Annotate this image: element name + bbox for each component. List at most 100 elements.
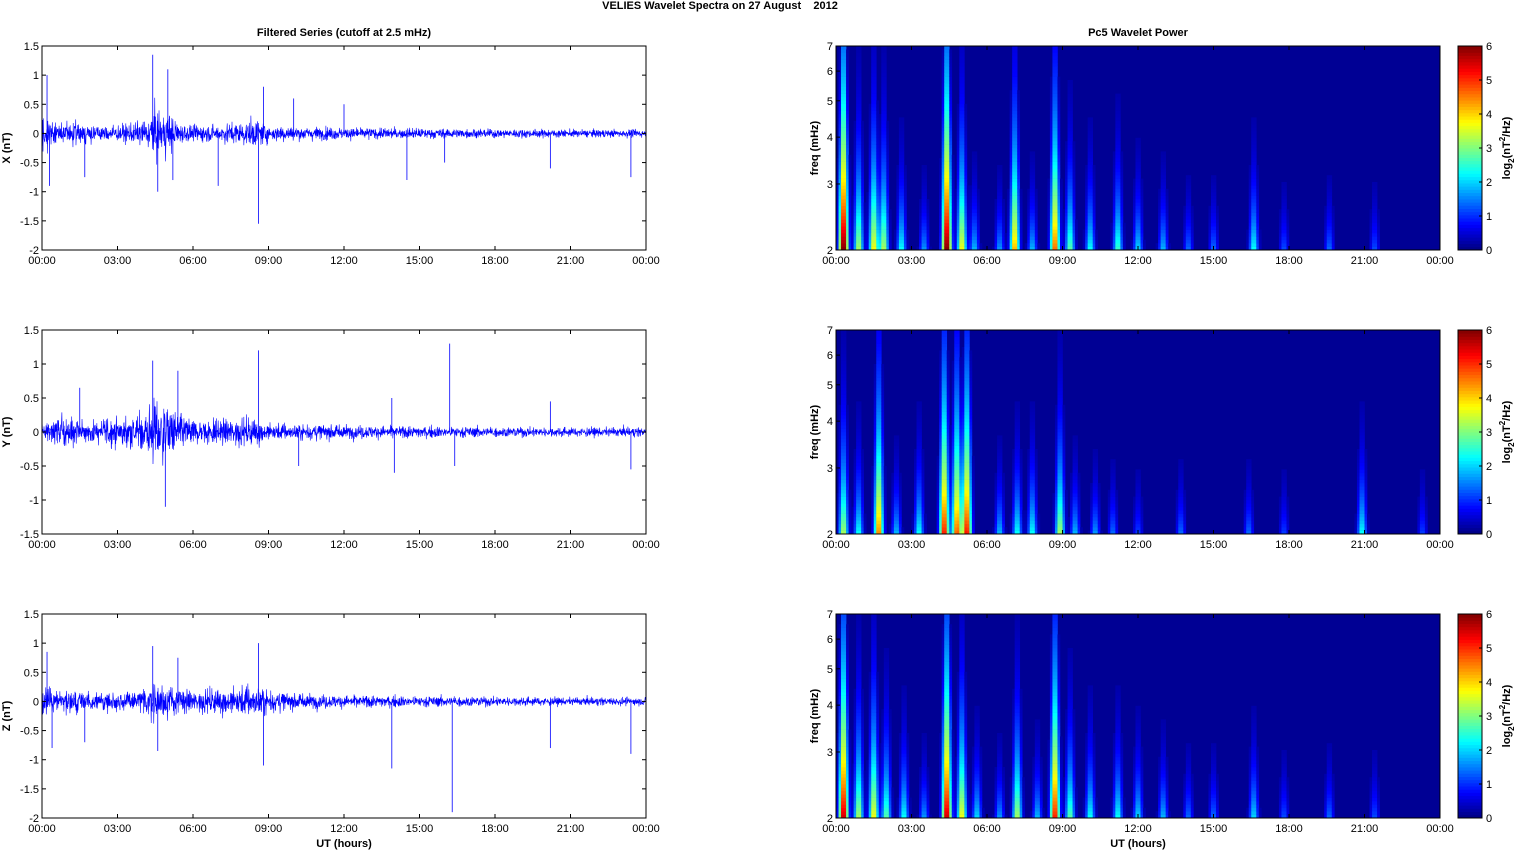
heatmap-cell — [1163, 212, 1166, 217]
heatmap-cell — [848, 175, 852, 179]
heatmap-cell — [1120, 205, 1124, 210]
heatmap-cell — [939, 503, 942, 508]
heatmap-cell — [843, 76, 847, 81]
heatmap-cell — [961, 117, 965, 122]
heatmap-cell — [964, 117, 968, 122]
heatmap-cell — [1115, 178, 1119, 183]
heatmap-cell — [954, 209, 958, 213]
heatmap-cell — [974, 243, 978, 247]
heatmap-cell — [1009, 154, 1013, 159]
heatmap-cell — [858, 97, 862, 101]
colorbar-cell — [1458, 214, 1482, 219]
heatmap-cell — [1029, 188, 1033, 193]
heatmap-cell — [1052, 100, 1056, 105]
heatmap-cell — [1034, 199, 1038, 203]
heatmap-cell — [838, 161, 842, 166]
heatmap-cell — [1135, 219, 1139, 224]
heatmap-cell — [1377, 222, 1380, 227]
heatmap-cell — [1087, 236, 1091, 241]
heatmap-cell — [1065, 161, 1068, 166]
heatmap-cell — [971, 222, 975, 227]
heatmap-cell — [876, 216, 880, 220]
heatmap-cell — [1027, 229, 1031, 234]
heatmap-cell — [1112, 158, 1116, 162]
heatmap-cell — [886, 161, 890, 166]
heatmap-cell — [876, 188, 880, 193]
heatmap-cell — [939, 364, 942, 368]
heatmap-cell — [876, 523, 880, 528]
heatmap-cell — [871, 229, 875, 234]
heatmap-cell — [1070, 165, 1073, 169]
heatmap-cell — [881, 168, 885, 173]
heatmap-cell — [919, 523, 922, 528]
heatmap-cell — [1070, 246, 1073, 251]
heatmap-cell — [1135, 195, 1139, 200]
heatmap-cell — [841, 66, 844, 71]
heatmap-cell — [1057, 76, 1061, 81]
heatmap-cell — [1372, 185, 1375, 190]
heatmap-cell — [954, 188, 958, 193]
heatmap-cell — [1014, 148, 1018, 152]
heatmap-cell — [1120, 161, 1124, 166]
heatmap-cell — [1029, 233, 1033, 237]
heatmap-cell — [838, 185, 842, 190]
heatmap-cell — [1012, 209, 1015, 213]
heatmap-cell — [838, 199, 842, 203]
heatmap-cell — [944, 134, 948, 139]
heatmap-cell — [1014, 73, 1018, 77]
heatmap-cell — [848, 489, 852, 494]
heatmap-cell — [838, 49, 842, 54]
heatmap-cell — [886, 222, 890, 227]
heatmap-cell — [949, 185, 953, 190]
heatmap-cell — [1067, 148, 1071, 152]
heatmap-cell — [951, 185, 955, 190]
heatmap-cell — [858, 154, 862, 159]
heatmap-cell — [939, 165, 942, 169]
heatmap-cell — [838, 472, 842, 477]
heatmap-cell — [1165, 243, 1169, 247]
heatmap-cell — [858, 161, 862, 166]
heatmap-cell — [999, 182, 1003, 186]
heatmap-cell — [846, 137, 849, 142]
heatmap-cell — [949, 222, 953, 227]
heatmap-cell — [856, 401, 859, 406]
heatmap-cell — [866, 205, 870, 210]
heatmap-cell — [876, 370, 880, 375]
heatmap-cell — [946, 80, 950, 84]
heatmap-cell — [919, 415, 922, 419]
heatmap-cell — [974, 171, 978, 176]
heatmap-cell — [896, 185, 900, 190]
heatmap-cell — [878, 517, 882, 521]
heatmap-cell — [841, 384, 844, 389]
heatmap-cell — [858, 421, 862, 426]
heatmap-cell — [863, 226, 867, 230]
heatmap-cell — [871, 219, 875, 224]
heatmap-cell — [936, 517, 940, 521]
heatmap-cell — [1090, 134, 1093, 139]
heatmap-cell — [1324, 229, 1328, 234]
x-tick-label: 00:00 — [632, 823, 660, 835]
heatmap-cell — [1092, 226, 1096, 230]
heatmap-cell — [946, 86, 950, 91]
heatmap-cell — [1163, 175, 1166, 179]
heatmap-cell — [1075, 239, 1078, 244]
time-series-panel-filtered-y: -1.5-1-0.500.511.5Y (nT)00:00 03:00 06:00 0… — [1, 325, 660, 551]
heatmap-cell — [843, 134, 847, 139]
heatmap-cell — [951, 243, 955, 247]
heatmap-cell — [1253, 195, 1257, 200]
heatmap-cell — [939, 239, 942, 244]
heatmap-cell — [1329, 233, 1333, 237]
heatmap-cell — [939, 219, 942, 224]
heatmap-cell — [969, 185, 973, 190]
heatmap-cell — [1012, 103, 1015, 108]
heatmap-cell — [843, 212, 847, 217]
heatmap-cell — [1324, 243, 1328, 247]
heatmap-cell — [856, 131, 859, 135]
heatmap-cell — [856, 76, 859, 81]
heatmap-cell — [838, 442, 842, 446]
heatmap-cell — [994, 205, 998, 210]
heatmap-cell — [1253, 229, 1257, 234]
heatmap-cell — [838, 452, 842, 457]
heatmap-cell — [1049, 93, 1053, 98]
heatmap-cell — [1256, 182, 1260, 186]
